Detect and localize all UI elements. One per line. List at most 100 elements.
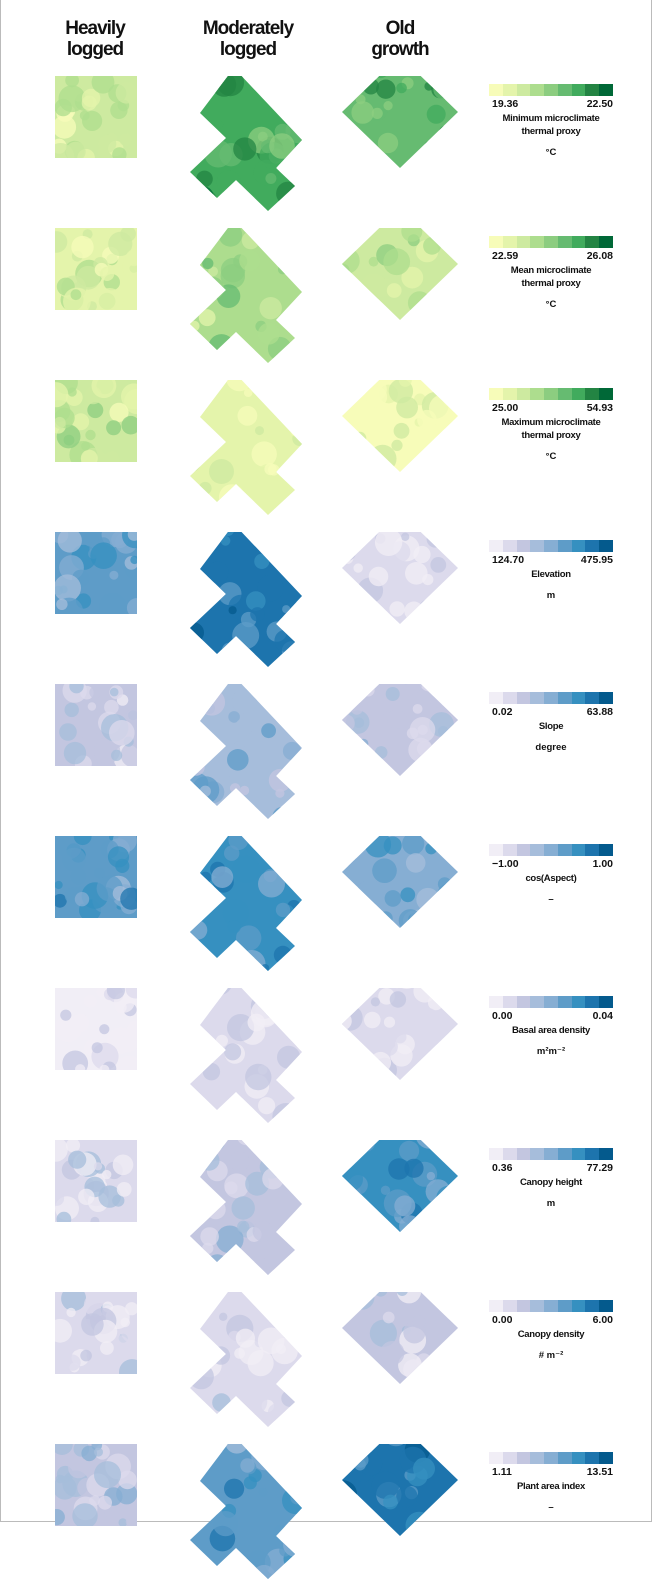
- colorbar-swatch: [544, 388, 558, 400]
- colorbar-swatch: [572, 1148, 586, 1160]
- map-texture-blob: [287, 1458, 305, 1476]
- map-texture-blob: [183, 488, 199, 504]
- map-texture-blob: [196, 345, 217, 366]
- map-texture-blob: [109, 571, 118, 580]
- colorbar-swatch: [489, 844, 503, 856]
- column-header-line: logged: [188, 39, 308, 60]
- map-texture-blob: [217, 170, 241, 194]
- map-texture-blob: [335, 843, 357, 865]
- map-texture-blob: [415, 1366, 442, 1393]
- map-texture-blob: [278, 840, 304, 866]
- map-texture-blob: [280, 956, 293, 969]
- map-texture-blob: [430, 1354, 444, 1368]
- map-texture-blob: [190, 964, 201, 975]
- map-texture-blob: [185, 1140, 211, 1158]
- colorbar-swatch: [599, 996, 613, 1008]
- colorbar-swatch: [489, 996, 503, 1008]
- map-texture-blob: [216, 1035, 228, 1047]
- colorbar-max-label: 22.50: [587, 98, 613, 110]
- map-texture-blob: [195, 187, 214, 206]
- old-growth-map: [336, 1292, 469, 1393]
- colorbar-swatch: [517, 996, 531, 1008]
- old-growth-map: [332, 836, 464, 933]
- colorbar-swatch: [558, 844, 572, 856]
- variable-title-line: Canopy height: [489, 1176, 613, 1189]
- map-texture-blob: [99, 1065, 109, 1075]
- map-texture-blob: [268, 1403, 286, 1421]
- colorbar-swatch: [599, 692, 613, 704]
- map-texture-blob: [444, 836, 454, 840]
- map-panels: [0, 836, 470, 988]
- map-texture-blob: [240, 1458, 254, 1472]
- map-texture-blob: [269, 769, 292, 792]
- column-header-line: growth: [340, 39, 460, 60]
- colorbar-swatch: [517, 692, 531, 704]
- map-texture-blob: [199, 309, 216, 326]
- map-panels: [0, 684, 470, 836]
- map-texture-blob: [121, 742, 146, 767]
- map-texture-blob: [281, 1390, 298, 1407]
- map-texture-blob: [78, 1189, 94, 1205]
- map-texture-blob: [427, 1172, 435, 1180]
- old-growth-map: [339, 1140, 461, 1238]
- map-texture-blob: [72, 1503, 97, 1528]
- map-texture-blob: [199, 482, 212, 495]
- colorbar-max-label: 63.88: [587, 706, 613, 718]
- map-texture-blob: [356, 161, 369, 174]
- map-texture-blob: [283, 814, 293, 824]
- map-texture-blob: [361, 274, 387, 300]
- map-texture-blob: [122, 258, 141, 277]
- variable-title-line: Mean microclimate: [489, 264, 613, 277]
- map-texture-blob: [439, 988, 459, 995]
- old-growth-map: [335, 380, 469, 479]
- map-texture-blob: [255, 539, 271, 555]
- map-texture-blob: [255, 426, 264, 435]
- map-texture-blob: [385, 890, 402, 907]
- colorbar-swatch: [558, 1452, 572, 1464]
- map-texture-blob: [59, 723, 77, 741]
- map-texture-blob: [288, 652, 307, 671]
- colorbar-swatch: [572, 388, 586, 400]
- map-texture-blob: [258, 323, 280, 345]
- map-texture-blob: [379, 911, 393, 925]
- map-texture-blob: [383, 248, 410, 275]
- variable-unit: m²m⁻²: [489, 1046, 613, 1057]
- colorbar-swatch: [585, 1452, 599, 1464]
- map-texture-blob: [68, 1151, 86, 1169]
- map-texture-blob: [54, 574, 81, 601]
- colorbar-swatch: [544, 844, 558, 856]
- colorbar-swatch: [558, 1300, 572, 1312]
- column-header-line: Heavily: [35, 18, 155, 39]
- map-texture-blob: [375, 746, 388, 759]
- colorbar-max-label: 6.00: [593, 1314, 613, 1326]
- map-texture-blob: [200, 1227, 219, 1246]
- map-texture-blob: [269, 133, 295, 159]
- colorbar-swatch: [489, 692, 503, 704]
- variable-unit: °C: [489, 299, 613, 310]
- colorbar: [489, 844, 613, 856]
- map-texture-blob: [428, 995, 444, 1011]
- map-texture-blob: [60, 1010, 71, 1021]
- map-texture-blob: [372, 108, 383, 119]
- map-texture-blob: [347, 1206, 369, 1228]
- map-texture-blob: [62, 848, 86, 872]
- map-texture-blob: [445, 1198, 457, 1210]
- map-texture-blob: [224, 1479, 244, 1499]
- map-texture-blob: [100, 267, 114, 281]
- colorbar-swatch: [585, 692, 599, 704]
- map-texture-blob: [413, 704, 423, 714]
- map-texture-blob: [433, 79, 454, 100]
- map-texture-blob: [193, 1447, 207, 1461]
- map-texture-blob: [427, 105, 446, 124]
- map-texture-blob: [242, 232, 260, 250]
- map-texture-blob: [71, 289, 82, 300]
- map-texture-blob: [444, 1353, 464, 1373]
- map-texture-blob: [390, 991, 406, 1007]
- map-texture-blob: [348, 76, 366, 88]
